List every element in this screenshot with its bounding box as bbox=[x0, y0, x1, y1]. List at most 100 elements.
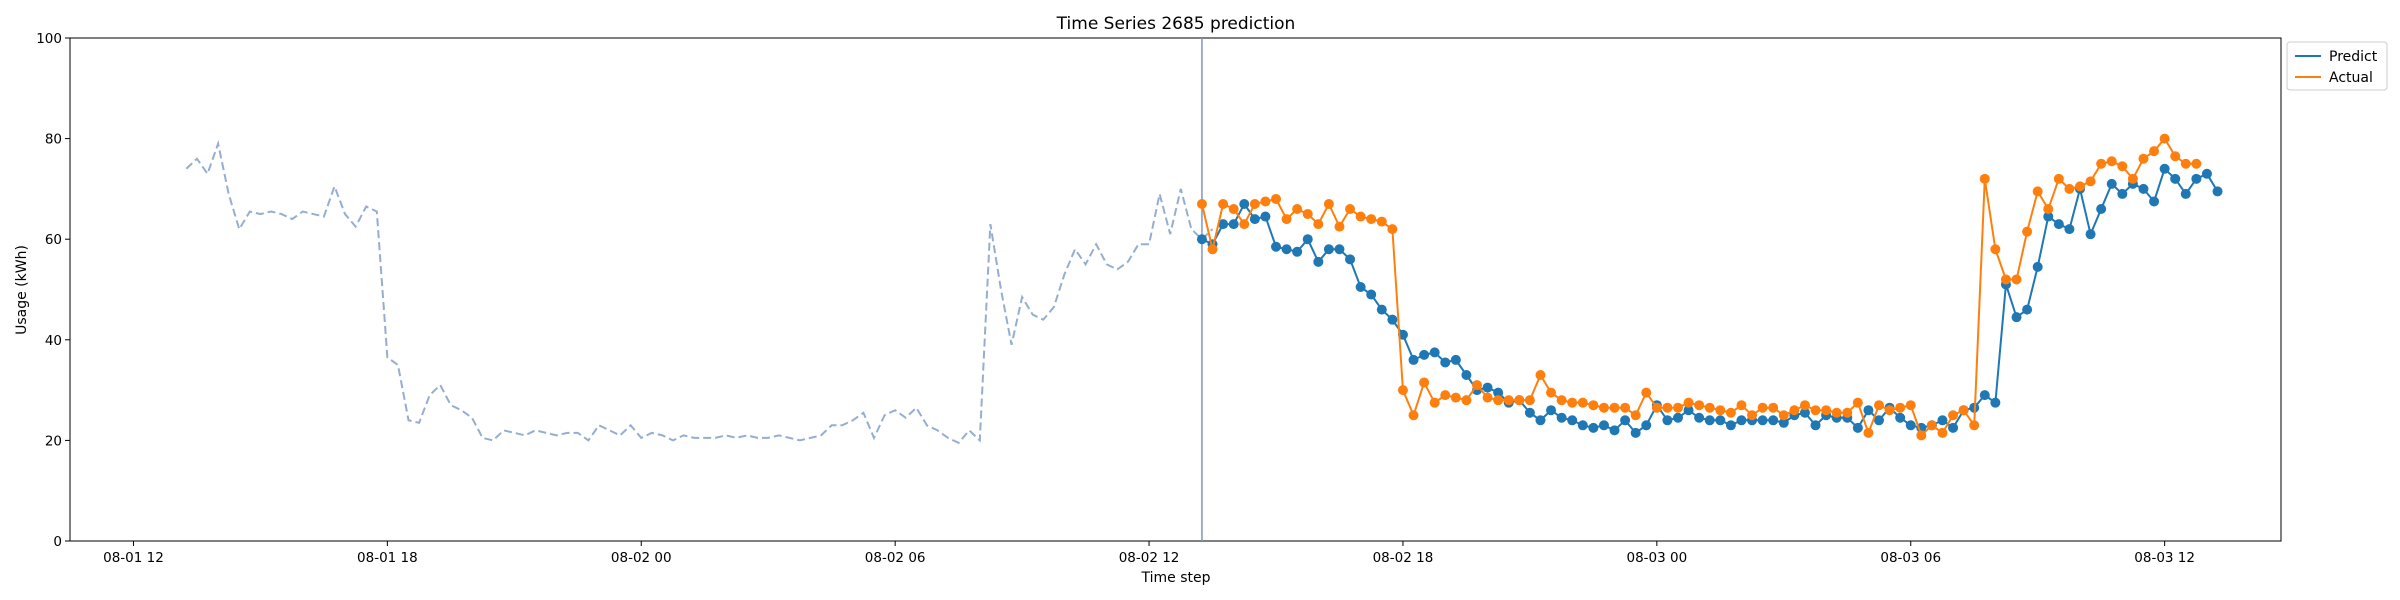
actual-point bbox=[1493, 395, 1504, 406]
actual-point bbox=[1577, 397, 1588, 408]
y-axis-label: Usage (kWh) bbox=[14, 245, 30, 335]
actual-point bbox=[1715, 405, 1726, 416]
actual-point bbox=[2180, 158, 2191, 169]
actual-point bbox=[1863, 427, 1874, 438]
predict-point bbox=[1271, 241, 1281, 252]
x-tick-label: 08-02 18 bbox=[1373, 550, 1434, 566]
actual-point bbox=[1376, 216, 1387, 227]
predict-point bbox=[1355, 281, 1366, 292]
x-tick-label: 08-03 00 bbox=[1626, 550, 1687, 566]
predict-point bbox=[2180, 188, 2191, 199]
predict-point bbox=[1852, 422, 1863, 433]
actual-point bbox=[1429, 397, 1440, 408]
legend-label-predict: Predict bbox=[2329, 49, 2378, 65]
predict-point bbox=[1281, 244, 1292, 255]
actual-point bbox=[1969, 420, 1980, 431]
predict-point bbox=[2043, 211, 2054, 222]
predict-point bbox=[1673, 412, 1683, 423]
predict-point bbox=[2053, 219, 2064, 230]
predict-point bbox=[1620, 415, 1631, 426]
actual-point bbox=[1207, 244, 1218, 255]
predict-point bbox=[1768, 415, 1779, 426]
actual-point bbox=[1472, 380, 1482, 391]
data-layer bbox=[185, 38, 2223, 541]
actual-point bbox=[1768, 402, 1779, 413]
predict-point bbox=[1345, 254, 1356, 265]
x-tick-label: 08-02 12 bbox=[1119, 550, 1180, 566]
predict-point bbox=[1895, 412, 1906, 423]
actual-point bbox=[1334, 221, 1345, 232]
predict-point bbox=[1979, 390, 1990, 401]
actual-point bbox=[1895, 402, 1906, 413]
actual-point bbox=[2127, 173, 2138, 184]
legend: Predict Actual bbox=[2286, 41, 2388, 91]
x-tick-label: 08-02 06 bbox=[865, 550, 926, 566]
actual-point bbox=[1514, 395, 1525, 406]
actual-point bbox=[2085, 176, 2096, 187]
predict-point bbox=[1408, 354, 1419, 365]
actual-point bbox=[1673, 402, 1683, 413]
actual-point bbox=[1916, 430, 1927, 441]
history-line bbox=[185, 139, 1214, 445]
plot-frame bbox=[69, 37, 2282, 542]
actual-point bbox=[1799, 400, 1810, 411]
predict-point bbox=[2011, 312, 2022, 323]
actual-point bbox=[1704, 402, 1715, 413]
actual-point bbox=[2000, 274, 2011, 285]
predict-point bbox=[1630, 427, 1641, 438]
predict-point bbox=[1302, 234, 1313, 245]
actual-point bbox=[1736, 400, 1747, 411]
predict-point bbox=[1588, 422, 1599, 433]
actual-point bbox=[1281, 214, 1292, 225]
actual-point bbox=[1662, 402, 1673, 413]
actual-point bbox=[1926, 420, 1937, 431]
y-tick-label: 80 bbox=[45, 132, 62, 148]
actual-point bbox=[1535, 370, 1546, 381]
predict-point bbox=[1461, 370, 1472, 381]
actual-point bbox=[1249, 198, 1260, 209]
actual-point bbox=[1355, 211, 1366, 222]
actual-point bbox=[1397, 385, 1408, 396]
actual-point bbox=[1620, 402, 1631, 413]
actual-point bbox=[1990, 244, 2001, 255]
predict-point bbox=[2085, 229, 2096, 240]
actual-point bbox=[1641, 387, 1652, 398]
predict-point bbox=[1419, 349, 1430, 360]
actual-point bbox=[1694, 400, 1705, 411]
actual-line bbox=[1200, 136, 2197, 438]
actual-point bbox=[1323, 198, 1334, 209]
predict-point bbox=[2159, 163, 2170, 174]
predict-point bbox=[1641, 420, 1652, 431]
predict-point bbox=[2106, 178, 2117, 189]
predict-point bbox=[1334, 244, 1345, 255]
predict-point bbox=[1757, 415, 1768, 426]
actual-point bbox=[1461, 395, 1472, 406]
legend-label-actual: Actual bbox=[2329, 70, 2373, 86]
predict-point bbox=[1990, 397, 2001, 408]
actual-point bbox=[2022, 226, 2033, 237]
x-tick-label: 08-01 12 bbox=[103, 550, 164, 566]
actual-point bbox=[1196, 198, 1207, 209]
actual-point bbox=[1503, 395, 1514, 406]
predict-point bbox=[1218, 219, 1229, 230]
actual-point bbox=[1345, 204, 1356, 215]
actual-point bbox=[1292, 204, 1303, 215]
predict-point bbox=[1704, 415, 1715, 426]
predict-point bbox=[1440, 357, 1451, 368]
predict-point bbox=[1196, 234, 1207, 245]
actual-point bbox=[1450, 392, 1461, 403]
actual-point bbox=[1567, 397, 1578, 408]
predict-point bbox=[1228, 219, 1239, 230]
actual-point bbox=[2043, 204, 2054, 215]
actual-point bbox=[2138, 153, 2149, 164]
predict-point bbox=[1662, 415, 1673, 426]
actual-point bbox=[1821, 405, 1832, 416]
predict-point bbox=[1524, 407, 1535, 418]
actual-point bbox=[1556, 395, 1567, 406]
predict-point bbox=[1609, 425, 1620, 436]
actual-point bbox=[1979, 173, 1990, 184]
predict-point bbox=[1239, 198, 1250, 209]
actual-point bbox=[1260, 196, 1271, 207]
actual-point bbox=[1884, 405, 1895, 416]
